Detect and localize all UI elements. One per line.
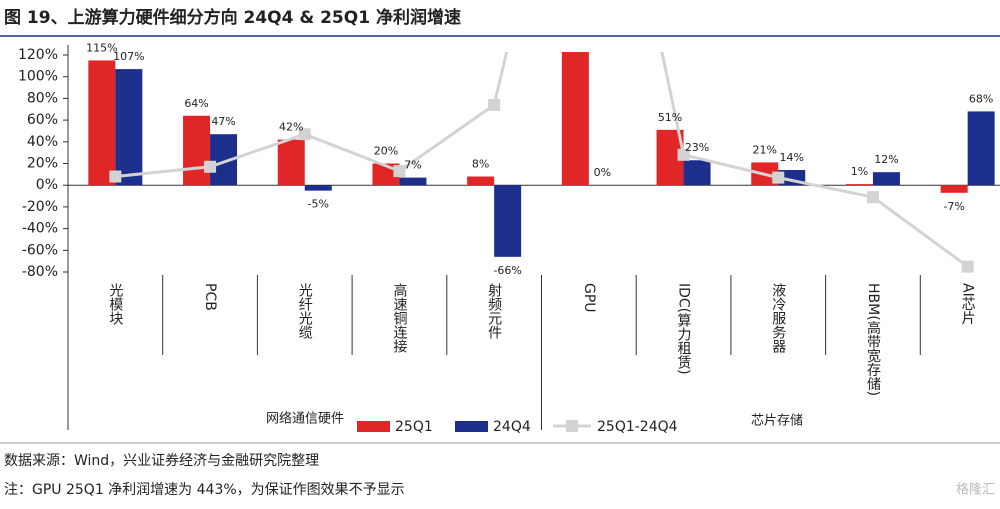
data-label: 7% (404, 159, 421, 172)
line-marker (109, 170, 122, 183)
line (115, 52, 969, 268)
y-tick-label: -40% (22, 221, 58, 237)
chart-title: 图 19、上游算力硬件细分方向 24Q4 & 25Q1 净利润增速 (4, 7, 461, 28)
note: 注：GPU 25Q1 净利润增速为 443%，为保证作图效果不予显示 (4, 482, 405, 498)
group-label: 网络通信硬件 (266, 411, 344, 427)
data-label: 115% (86, 41, 117, 54)
x-tick-label: 光纤光缆 (297, 283, 313, 340)
legend-swatch (455, 421, 488, 432)
bar (967, 111, 995, 186)
y-tick-label: -60% (22, 242, 58, 258)
y-tick-label: 40% (27, 134, 58, 150)
data-label: 12% (874, 153, 898, 166)
line-marker (204, 160, 217, 173)
legend-swatch (357, 421, 390, 432)
x-tick-label: 光模块 (107, 283, 123, 325)
data-label: 107% (113, 50, 144, 63)
data-label: -5% (308, 198, 329, 211)
data-label: 68% (969, 92, 993, 105)
y-tick-label: 20% (27, 156, 58, 172)
data-label: 21% (753, 143, 777, 156)
data-label: -66% (493, 264, 521, 277)
y-tick-label: 120% (18, 47, 58, 63)
x-tick-label: 射频元件 (486, 283, 502, 339)
bar (845, 184, 873, 186)
line-marker (772, 171, 785, 184)
data-label: 51% (658, 111, 682, 124)
line-marker (393, 165, 406, 178)
bar (277, 139, 305, 186)
y-tick-label: 0% (36, 177, 58, 193)
x-tick-label: AI芯片 (960, 283, 976, 325)
bar (494, 185, 522, 257)
legend-label: 24Q4 (493, 419, 531, 435)
watermark: 格隆汇 (956, 482, 995, 498)
data-label: 47% (211, 115, 235, 128)
legend-label: 25Q1 (395, 419, 433, 435)
line-marker (961, 260, 974, 273)
line-marker (677, 148, 690, 161)
bar (561, 52, 589, 186)
y-tick-label: -20% (22, 199, 58, 215)
bar (399, 177, 427, 186)
bar (683, 160, 711, 186)
data-label: 14% (780, 151, 804, 164)
line-marker (488, 98, 501, 111)
data-label: 0% (594, 166, 611, 179)
x-tick-label: HBM(高带宽存储) (865, 283, 881, 396)
bar (304, 185, 332, 191)
data-label: 1% (851, 165, 868, 178)
x-tick-label: 高速铜连接 (391, 282, 407, 354)
data-label: -7% (943, 200, 964, 213)
bar (872, 172, 900, 186)
bar (115, 69, 143, 186)
y-tick-label: 60% (27, 112, 58, 128)
data-label: 20% (374, 145, 398, 158)
source: 数据来源：Wind，兴业证券经济与金融研究院整理 (4, 453, 319, 469)
bar (183, 115, 211, 186)
y-tick-label: -80% (22, 264, 58, 280)
bar (940, 185, 968, 193)
x-tick-label: GPU (581, 283, 597, 313)
data-label: 23% (685, 141, 709, 154)
bar (467, 176, 495, 186)
x-tick-label: 液冷服务器 (770, 283, 786, 353)
line-marker (298, 128, 311, 141)
legend-swatch (566, 420, 578, 432)
x-tick-label: IDC(算力租赁) (676, 283, 692, 375)
x-tick-label: PCB (202, 283, 218, 311)
y-tick-label: 100% (18, 69, 58, 85)
line-marker (866, 191, 879, 204)
plot-area (88, 52, 995, 273)
bar (88, 60, 116, 186)
data-label: 8% (472, 158, 489, 171)
data-label: 42% (279, 121, 303, 134)
group-label: 芯片存储 (751, 414, 803, 429)
legend-label: 25Q1-24Q4 (597, 419, 678, 435)
data-label: 64% (184, 97, 208, 110)
y-tick-label: 80% (27, 90, 58, 106)
